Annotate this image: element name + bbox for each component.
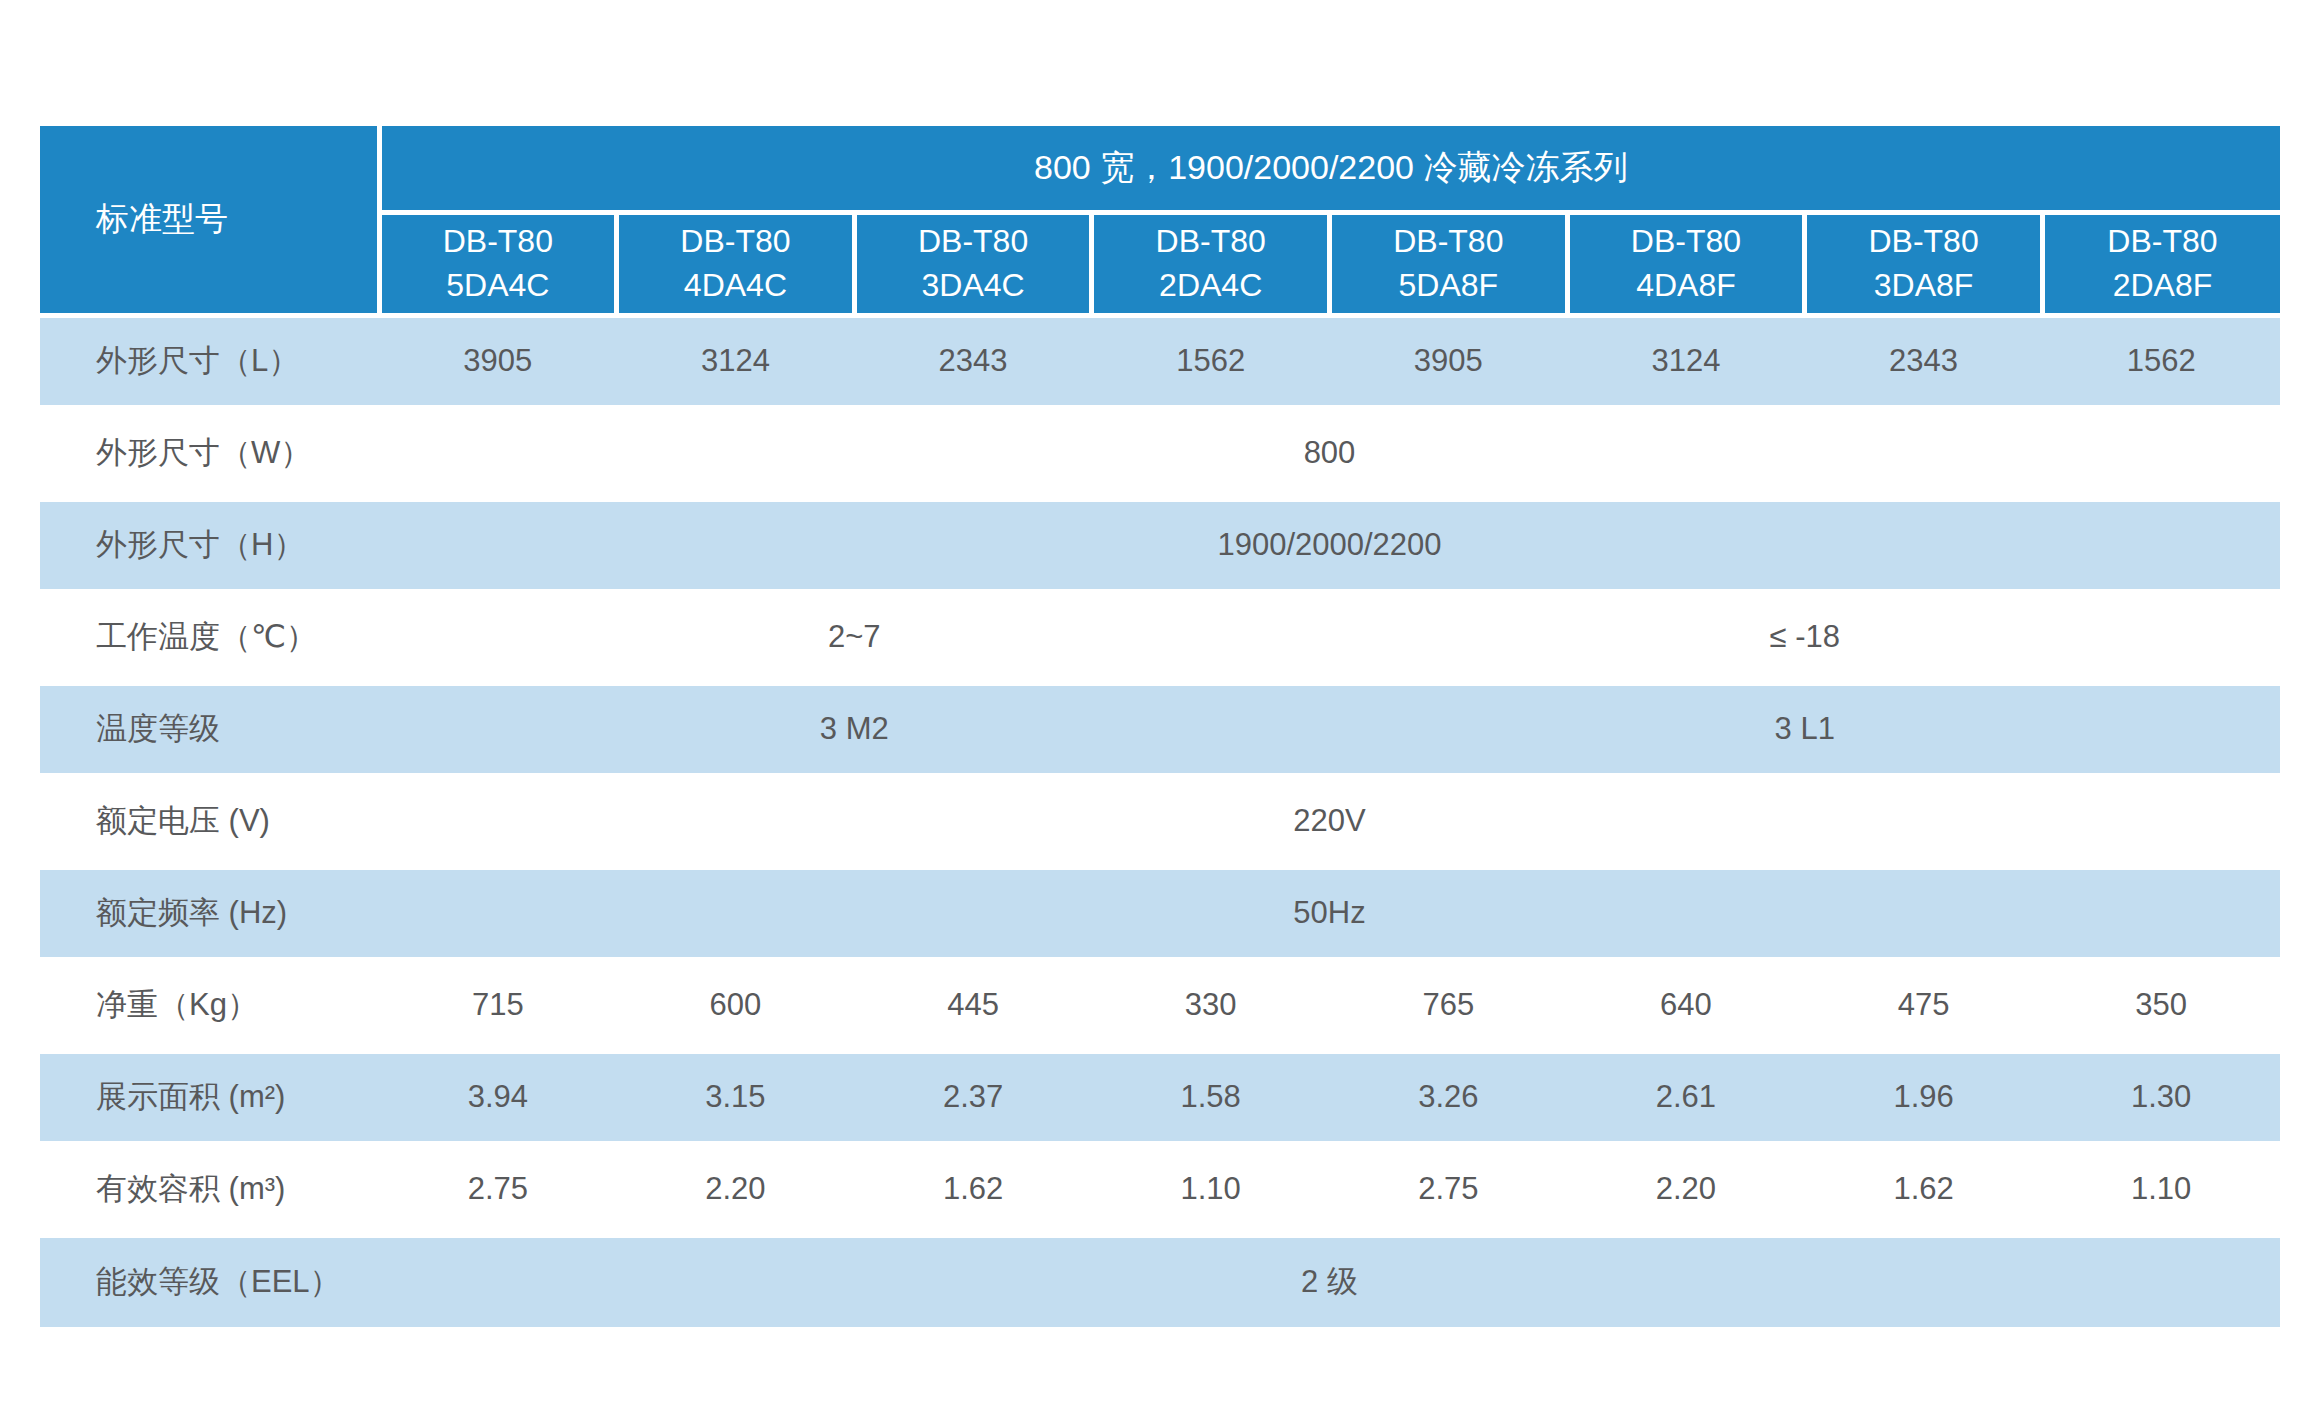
model-header-3: DB-T80 3DA4C bbox=[854, 212, 1092, 315]
corner-header: 标准型号 bbox=[40, 126, 379, 315]
model-code: 4DA4C bbox=[620, 264, 851, 307]
model-code: 3DA8F bbox=[1808, 264, 2039, 307]
spec-value: 1.62 bbox=[1805, 1143, 2043, 1235]
table-row-width: 外形尺寸（W） 800 bbox=[40, 407, 2280, 499]
row-label: 额定电压 (V) bbox=[40, 775, 379, 867]
spec-value: 2.20 bbox=[617, 1143, 855, 1235]
row-label: 工作温度（℃） bbox=[40, 591, 379, 683]
model-series: DB-T80 bbox=[2046, 220, 2279, 263]
spec-value: 330 bbox=[1092, 959, 1330, 1051]
model-header-4: DB-T80 2DA4C bbox=[1092, 212, 1330, 315]
table-row-length: 外形尺寸（L） 3905 3124 2343 1562 3905 3124 23… bbox=[40, 315, 2280, 407]
spec-value: 765 bbox=[1330, 959, 1568, 1051]
model-header-8: DB-T80 2DA8F bbox=[2042, 212, 2280, 315]
model-code: 2DA8F bbox=[2046, 264, 2279, 307]
spec-value: 350 bbox=[2042, 959, 2280, 1051]
table-row-effective-volume: 有效容积 (m³) 2.75 2.20 1.62 1.10 2.75 2.20 … bbox=[40, 1143, 2280, 1235]
model-series: DB-T80 bbox=[1571, 220, 1802, 263]
spec-value: 3.94 bbox=[379, 1051, 617, 1143]
spec-value: 1900/2000/2200 bbox=[379, 499, 2280, 591]
spec-value: 475 bbox=[1805, 959, 2043, 1051]
spec-value: 1562 bbox=[2042, 315, 2280, 407]
spec-value: 1.10 bbox=[1092, 1143, 1330, 1235]
row-label: 外形尺寸（W） bbox=[40, 407, 379, 499]
spec-value: 2 级 bbox=[379, 1235, 2280, 1327]
spec-value: 1.30 bbox=[2042, 1051, 2280, 1143]
row-label: 外形尺寸（L） bbox=[40, 315, 379, 407]
table-row-height: 外形尺寸（H） 1900/2000/2200 bbox=[40, 499, 2280, 591]
spec-value: 3.26 bbox=[1330, 1051, 1568, 1143]
spec-value: 3124 bbox=[1567, 315, 1805, 407]
spec-value: 600 bbox=[617, 959, 855, 1051]
table-row-working-temp: 工作温度（℃） 2~7 ≤ -18 bbox=[40, 591, 2280, 683]
model-series: DB-T80 bbox=[620, 220, 851, 263]
model-series: DB-T80 bbox=[1808, 220, 2039, 263]
spec-value: 1.96 bbox=[1805, 1051, 2043, 1143]
row-label: 展示面积 (m²) bbox=[40, 1051, 379, 1143]
spec-value: ≤ -18 bbox=[1330, 591, 2281, 683]
model-code: 4DA8F bbox=[1571, 264, 1802, 307]
spec-value: 1.62 bbox=[854, 1143, 1092, 1235]
spec-value: 2.61 bbox=[1567, 1051, 1805, 1143]
row-label: 净重（Kg） bbox=[40, 959, 379, 1051]
spec-value: 220V bbox=[379, 775, 2280, 867]
model-code: 5DA4C bbox=[383, 264, 614, 307]
spec-value: 640 bbox=[1567, 959, 1805, 1051]
row-label: 额定频率 (Hz) bbox=[40, 867, 379, 959]
table-row-energy-efficiency: 能效等级（EEL） 2 级 bbox=[40, 1235, 2280, 1327]
spec-value: 800 bbox=[379, 407, 2280, 499]
spec-value: 2.37 bbox=[854, 1051, 1092, 1143]
model-header-1: DB-T80 5DA4C bbox=[379, 212, 617, 315]
table-row-temp-class: 温度等级 3 M2 3 L1 bbox=[40, 683, 2280, 775]
model-series: DB-T80 bbox=[383, 220, 614, 263]
model-header-5: DB-T80 5DA8F bbox=[1330, 212, 1568, 315]
table-body: 外形尺寸（L） 3905 3124 2343 1562 3905 3124 23… bbox=[40, 315, 2280, 1327]
model-series: DB-T80 bbox=[858, 220, 1089, 263]
model-series: DB-T80 bbox=[1333, 220, 1564, 263]
row-label: 有效容积 (m³) bbox=[40, 1143, 379, 1235]
spec-table: 标准型号 800 宽，1900/2000/2200 冷藏冷冻系列 DB-T80 … bbox=[40, 126, 2280, 1327]
spec-value: 3 M2 bbox=[379, 683, 1330, 775]
series-title-row: 标准型号 800 宽，1900/2000/2200 冷藏冷冻系列 bbox=[40, 126, 2280, 212]
series-title: 800 宽，1900/2000/2200 冷藏冷冻系列 bbox=[379, 126, 2280, 212]
spec-value: 1.58 bbox=[1092, 1051, 1330, 1143]
table-row-net-weight: 净重（Kg） 715 600 445 330 765 640 475 350 bbox=[40, 959, 2280, 1051]
spec-value: 2343 bbox=[1805, 315, 2043, 407]
spec-value: 1.10 bbox=[2042, 1143, 2280, 1235]
table-row-frequency: 额定频率 (Hz) 50Hz bbox=[40, 867, 2280, 959]
row-label: 外形尺寸（H） bbox=[40, 499, 379, 591]
spec-value: 50Hz bbox=[379, 867, 2280, 959]
spec-value: 445 bbox=[854, 959, 1092, 1051]
spec-value: 3.15 bbox=[617, 1051, 855, 1143]
spec-value: 3 L1 bbox=[1330, 683, 2281, 775]
spec-value: 3124 bbox=[617, 315, 855, 407]
model-series: DB-T80 bbox=[1095, 220, 1326, 263]
table-row-display-area: 展示面积 (m²) 3.94 3.15 2.37 1.58 3.26 2.61 … bbox=[40, 1051, 2280, 1143]
spec-value: 3905 bbox=[1330, 315, 1568, 407]
row-label: 温度等级 bbox=[40, 683, 379, 775]
spec-value: 1562 bbox=[1092, 315, 1330, 407]
spec-value: 2.75 bbox=[379, 1143, 617, 1235]
spec-value: 715 bbox=[379, 959, 617, 1051]
spec-value: 2~7 bbox=[379, 591, 1330, 683]
model-code: 3DA4C bbox=[858, 264, 1089, 307]
model-code: 5DA8F bbox=[1333, 264, 1564, 307]
model-code: 2DA4C bbox=[1095, 264, 1326, 307]
table-header: 标准型号 800 宽，1900/2000/2200 冷藏冷冻系列 DB-T80 … bbox=[40, 126, 2280, 315]
spec-value: 3905 bbox=[379, 315, 617, 407]
spec-value: 2343 bbox=[854, 315, 1092, 407]
model-header-2: DB-T80 4DA4C bbox=[617, 212, 855, 315]
row-label: 能效等级（EEL） bbox=[40, 1235, 379, 1327]
model-header-6: DB-T80 4DA8F bbox=[1567, 212, 1805, 315]
table-row-voltage: 额定电压 (V) 220V bbox=[40, 775, 2280, 867]
spec-value: 2.75 bbox=[1330, 1143, 1568, 1235]
model-header-7: DB-T80 3DA8F bbox=[1805, 212, 2043, 315]
spec-value: 2.20 bbox=[1567, 1143, 1805, 1235]
